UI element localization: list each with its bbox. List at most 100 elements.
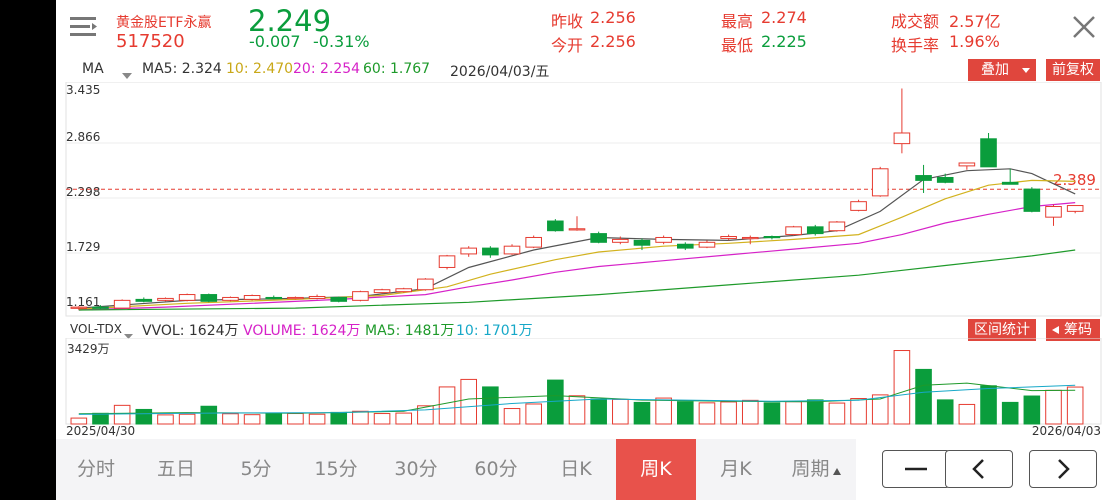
volume-bar: [330, 411, 348, 425]
candle-body: [698, 241, 716, 248]
price-reference-label: 2.389: [1053, 171, 1096, 189]
candle: [287, 296, 304, 300]
tab-9[interactable]: 月K: [696, 439, 776, 500]
candle-body: [482, 247, 499, 256]
volume-bar: [438, 386, 456, 425]
tab-8[interactable]: 周K: [616, 439, 696, 500]
candle-body: [871, 168, 889, 197]
overlay-button[interactable]: 叠加: [968, 59, 1036, 81]
candle: [70, 306, 88, 311]
candle-body: [568, 228, 586, 231]
volume-bar: [70, 417, 88, 425]
candle: [698, 240, 716, 249]
candle: [113, 299, 131, 309]
candle: [568, 216, 586, 231]
candle-body: [915, 175, 932, 181]
menu-icon[interactable]: [68, 14, 98, 40]
candle: [655, 235, 672, 245]
candle: [482, 246, 499, 258]
chart-frame: [65, 82, 1102, 317]
candle: [1023, 187, 1041, 213]
candle-body: [265, 296, 283, 300]
tab-label: 月K: [720, 458, 752, 480]
tab-label: 30分: [394, 458, 438, 480]
candle: [330, 296, 348, 303]
candle-body: [417, 278, 434, 291]
minus-icon: [905, 467, 927, 471]
app-window: 黄金股ETF永赢 517520 2.249 -0.007 -0.31% 昨收 2…: [56, 0, 1111, 500]
candle-body: [893, 132, 911, 145]
volume-bar: [1001, 401, 1019, 425]
ma-indicator-select[interactable]: MA: [82, 61, 104, 77]
candle: [612, 236, 629, 245]
volume-bar: [741, 399, 759, 425]
dropdown-arrow-icon[interactable]: [124, 326, 133, 345]
candle: [547, 219, 564, 232]
candle-body: [741, 236, 759, 240]
candle-body: [503, 245, 521, 255]
close-icon[interactable]: [1071, 14, 1097, 40]
tab-2[interactable]: 五日: [136, 439, 216, 500]
tab-label: 日K: [560, 458, 592, 480]
candle-body: [330, 296, 348, 302]
volume-chart[interactable]: 3429万 2025/04/30 2026/04/03: [56, 338, 1111, 438]
volume-bar: [373, 413, 391, 425]
candlestick-chart[interactable]: 3.435 2.866 2.298 1.729 1.161 2.389: [56, 82, 1111, 318]
candle-body: [1001, 181, 1019, 185]
candle-body: [178, 294, 196, 301]
candle: [1066, 205, 1084, 214]
candle-body: [763, 236, 781, 239]
dropdown-arrow-icon[interactable]: [122, 66, 132, 85]
volume-bar: [1045, 389, 1062, 425]
interval-stats-button[interactable]: 区间统计: [968, 319, 1036, 341]
candle: [806, 224, 824, 236]
candle: [915, 164, 932, 193]
candle: [200, 293, 218, 303]
price-change-pct: -0.31%: [313, 32, 370, 51]
prev-close-label: 昨收: [551, 12, 584, 31]
candle-body: [850, 201, 867, 211]
candle: [503, 244, 521, 255]
candle-body: [200, 294, 218, 302]
tab-4[interactable]: 15分: [296, 439, 376, 500]
volume-bar: [265, 413, 283, 425]
chips-button[interactable]: 筹码: [1046, 319, 1100, 341]
chevron-left-icon: [972, 459, 984, 479]
candle-body: [222, 296, 239, 301]
volume-bar: [395, 412, 413, 425]
y-tick-label: 1.161: [66, 295, 100, 309]
candle-body: [1045, 206, 1062, 218]
tab-5[interactable]: 30分: [376, 439, 456, 500]
candle-body: [633, 239, 651, 246]
zoom-out-button[interactable]: [882, 450, 950, 488]
volume-bar: [677, 401, 694, 425]
tab-1[interactable]: 分时: [56, 439, 136, 500]
candle: [92, 305, 109, 310]
tab-10[interactable]: 周期: [776, 439, 856, 500]
vvol-value: VVOL: 1624万: [142, 323, 239, 339]
candle-body: [655, 236, 672, 243]
vol-indicator-select[interactable]: VOL-TDX: [70, 322, 122, 336]
candle: [871, 166, 889, 197]
volume-bar: [178, 413, 196, 425]
tab-3[interactable]: 5分: [216, 439, 296, 500]
scroll-right-button[interactable]: [1029, 450, 1097, 488]
x-end-label: 2026/04/03: [1032, 424, 1101, 438]
open-value: 2.256: [590, 32, 636, 51]
tab-6[interactable]: 60分: [456, 439, 536, 500]
volume-bar: [720, 401, 737, 425]
volume-bar: [200, 405, 218, 425]
candle-body: [590, 233, 607, 243]
adjust-button[interactable]: 前复权: [1046, 59, 1100, 81]
candle-body: [460, 247, 477, 255]
y-tick-label: 1.729: [66, 240, 100, 254]
triangle-up-icon: [832, 468, 841, 475]
candle-body: [958, 162, 976, 167]
candle-body: [525, 236, 542, 248]
scroll-left-button[interactable]: [945, 450, 1013, 488]
tab-7[interactable]: 日K: [536, 439, 616, 500]
candle: [417, 278, 434, 291]
candle: [135, 297, 153, 303]
candle: [460, 246, 477, 257]
candle-body: [308, 295, 326, 299]
